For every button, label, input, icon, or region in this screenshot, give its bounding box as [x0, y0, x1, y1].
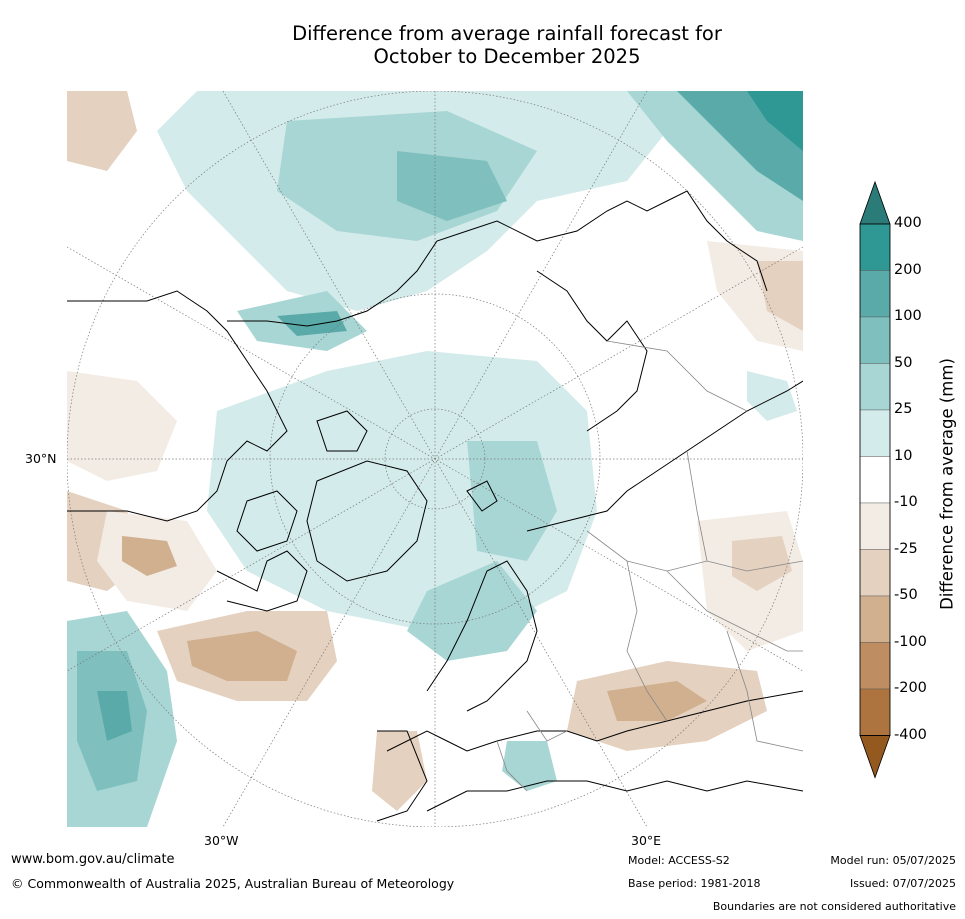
longitude-label-30w: 30°W	[204, 833, 239, 848]
colorbar-bands	[859, 180, 891, 779]
colorbar-label: 200	[894, 261, 922, 278]
anomaly-field	[67, 91, 803, 827]
meridian-120	[67, 246, 803, 672]
colorbar-label: 25	[894, 401, 913, 417]
coastline-greenland	[306, 460, 428, 582]
coastline-svalbard	[466, 480, 498, 512]
footer-url[interactable]: www.bom.gov.au/climate	[11, 852, 175, 867]
map-canvas	[67, 91, 803, 827]
wet-region-west-atlantic-inner	[97, 691, 132, 741]
footer-issued: Issued: 07/07/2025	[849, 877, 956, 890]
footer-model-run: Model run: 05/07/2025	[830, 854, 956, 867]
colorbar-label: -25	[894, 540, 918, 557]
footer-base-period: Base period: 1981-2018	[628, 877, 761, 890]
colorbar-over-triangle	[859, 180, 891, 225]
dry-region-iberia	[372, 731, 427, 811]
colorbar-label: 100	[894, 308, 922, 324]
colorbar-band-n100_50	[859, 595, 891, 643]
title-line-1: Difference from average rainfall forecas…	[292, 22, 722, 45]
colorbar-band-n200_100	[859, 642, 891, 690]
coastline-north-russia	[526, 380, 803, 532]
colorbar-band-neutral	[859, 456, 891, 504]
longitude-label-30e: 30°E	[631, 833, 662, 848]
graticule	[67, 91, 803, 827]
colorbar-band-n25_10	[859, 502, 891, 550]
latitude-label-30n: 30°N	[25, 451, 57, 466]
coastline-arctic-islands	[316, 410, 368, 452]
coastline-north-america	[67, 290, 288, 522]
wet-region-mediterranean	[502, 741, 557, 791]
wet-region-north-pacific-inner	[397, 151, 507, 221]
rainfall-anomaly-map[interactable]	[67, 91, 803, 827]
colorbar-label: -50	[894, 587, 918, 603]
coastline-hudson-bay	[236, 490, 298, 552]
wet-region-north-atlantic	[407, 561, 537, 661]
colorbar-label: -400	[894, 726, 927, 743]
colorbar-band-100_200	[859, 316, 891, 364]
colorbar-band-gt400	[859, 223, 891, 271]
colorbar-outline	[859, 223, 891, 736]
wet-region-east-russia	[747, 371, 797, 421]
colorbar-band-25_50	[859, 409, 891, 457]
colorbar-label: 50	[894, 354, 913, 371]
footer-model: Model: ACCESS-S2	[628, 854, 730, 867]
colorbar-band-n50_25	[859, 549, 891, 597]
colorbar-label: 400	[894, 215, 922, 231]
footer-disclaimer: Boundaries are not considered authoritat…	[712, 900, 956, 913]
wet-region-arctic	[207, 351, 597, 631]
colorbar	[859, 180, 891, 779]
coastline-alaska	[227, 190, 768, 327]
coastline-mediterranean	[426, 780, 803, 812]
country-boundaries	[496, 340, 803, 792]
dry-region-east-siberia-core	[757, 261, 803, 331]
colorbar-label: -200	[894, 680, 927, 696]
dry-region-middle-east-core	[607, 681, 707, 721]
dry-region-atlantic-core	[187, 631, 297, 681]
footer-copyright: © Commonwealth of Australia 2025, Austra…	[11, 876, 455, 891]
chart-title: Difference from average rainfall forecas…	[0, 22, 965, 68]
colorbar-under-triangle	[859, 735, 891, 779]
dry-region-pacific-west	[67, 371, 177, 481]
dry-region-north-america-core	[122, 536, 177, 576]
title-line-2: October to December 2025	[373, 45, 641, 68]
colorbar-band-n400_200	[859, 688, 891, 736]
wet-region-bering-core	[277, 311, 347, 336]
colorbar-label: -10	[894, 494, 918, 510]
wet-region-arctic-core	[467, 441, 557, 561]
coastline-labrador	[216, 550, 308, 612]
colorbar-title: Difference from average (mm)	[937, 358, 957, 610]
coastline-iberia	[376, 730, 428, 822]
coastline-east-siberia	[536, 270, 648, 432]
wet-region-siberia-inner	[747, 91, 803, 151]
colorbar-band-200_400	[859, 270, 891, 318]
colorbar-label: -100	[894, 633, 927, 650]
coastlines	[67, 190, 803, 822]
colorbar-label: 10	[894, 447, 913, 464]
dry-region-nw-corner	[67, 91, 137, 171]
coastline-scandinavia	[426, 560, 538, 712]
colorbar-band-50_100	[859, 363, 891, 411]
dry-region-central-asia-core	[732, 536, 792, 591]
